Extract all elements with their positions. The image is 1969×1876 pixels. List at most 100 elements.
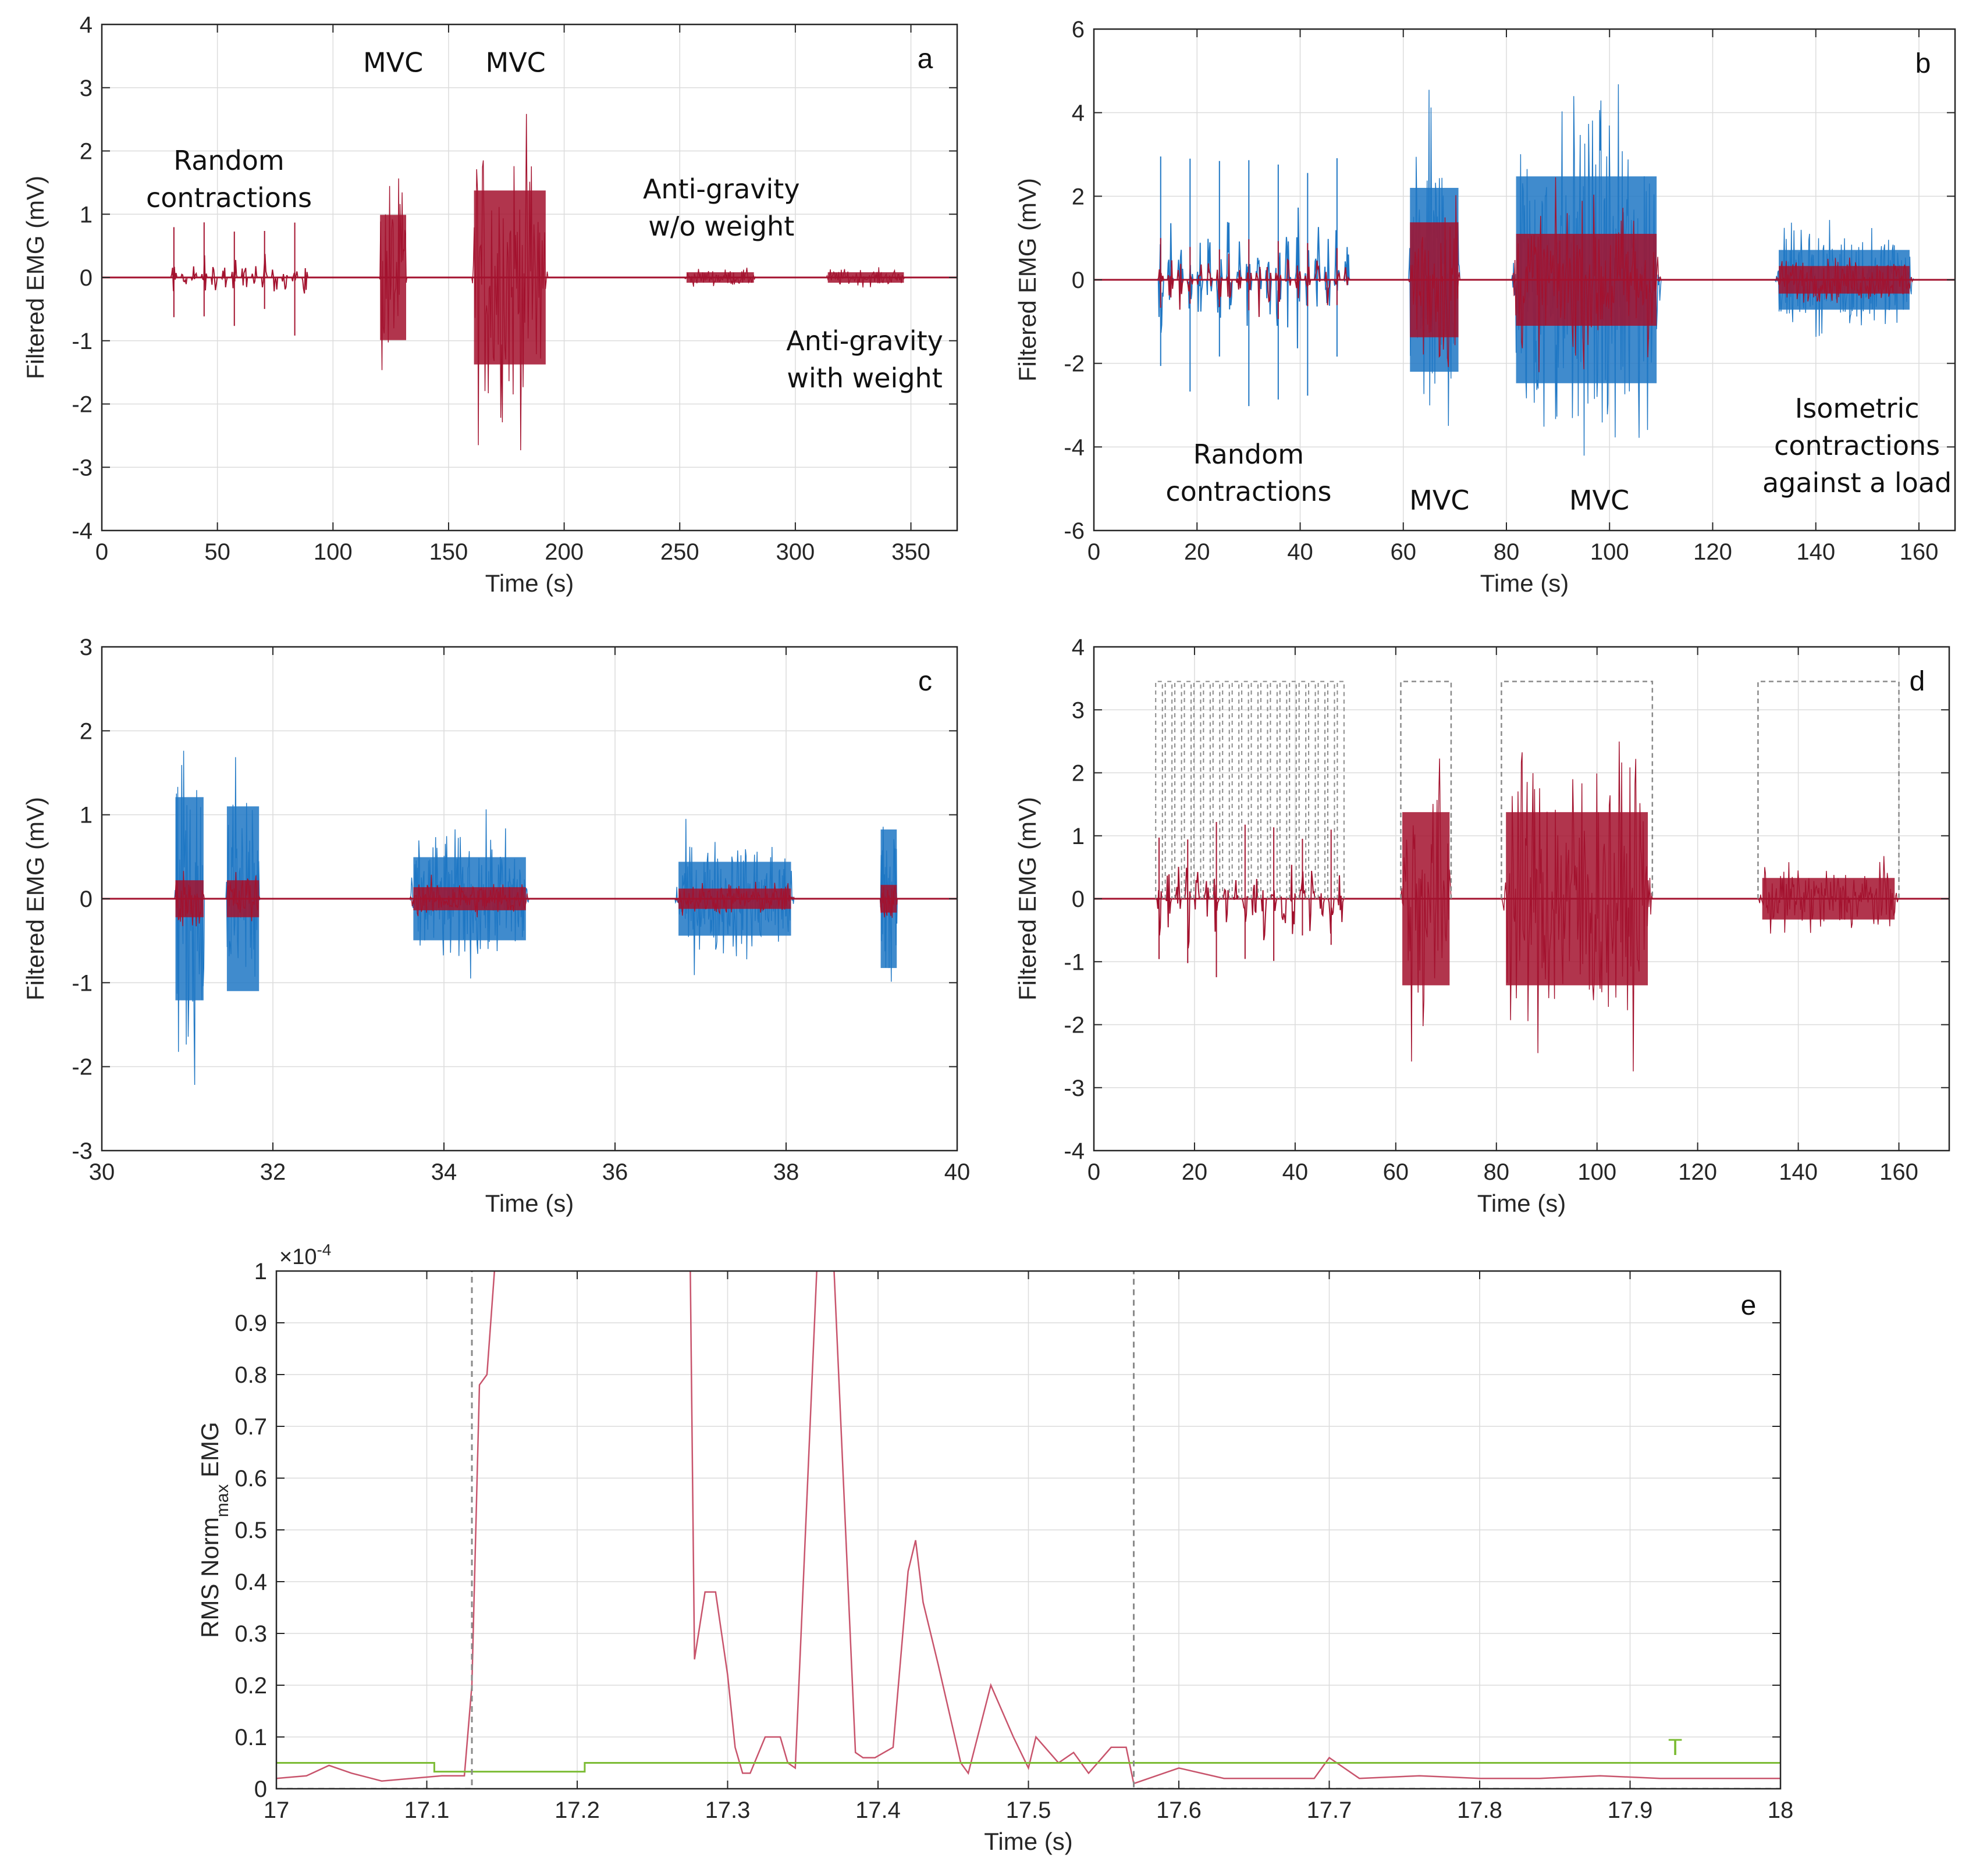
emg-envelope bbox=[686, 272, 754, 283]
x-tick-label: 160 bbox=[1879, 1159, 1918, 1185]
emg-trace bbox=[1343, 267, 1350, 286]
y-tick-label: 0 bbox=[1072, 268, 1085, 293]
annotation-line: w/o weight bbox=[648, 211, 794, 242]
x-tick-label: 60 bbox=[1390, 539, 1416, 565]
x-tick-label: 17.5 bbox=[1006, 1797, 1051, 1823]
annotation-2: MVC bbox=[363, 47, 423, 79]
y-tick-label: 0 bbox=[80, 887, 93, 912]
onset-window bbox=[1222, 681, 1230, 899]
annotation-1: Random contractions bbox=[1165, 439, 1331, 507]
y-tick-label: 0.6 bbox=[234, 1466, 267, 1491]
onset-window bbox=[1317, 681, 1326, 899]
y-tick-label: 1 bbox=[80, 202, 93, 227]
annotation-line: contractions bbox=[1165, 476, 1331, 507]
emg-trace bbox=[1225, 254, 1233, 298]
onset-window bbox=[1337, 681, 1345, 899]
annotation-3: MVC bbox=[486, 47, 546, 79]
x-tick-label: 100 bbox=[1577, 1159, 1616, 1185]
y-tick-label: 2 bbox=[80, 139, 93, 165]
emg-trace bbox=[1264, 261, 1272, 315]
y-tick-label: 3 bbox=[80, 635, 93, 660]
x-tick-label: 60 bbox=[1383, 1159, 1409, 1185]
threshold-label: T bbox=[1668, 1735, 1682, 1760]
x-tick-label: 20 bbox=[1182, 1159, 1208, 1185]
panel-d: 0 20 40 60 80 100 120 140 160 -4 -3 -2 -1 0 1 2 3 4 Time (… bbox=[1014, 635, 1950, 1217]
onset-window bbox=[1270, 681, 1278, 899]
onset-window bbox=[1260, 681, 1268, 899]
emg-trace bbox=[271, 269, 279, 291]
x-tick-label: 50 bbox=[204, 539, 230, 565]
y-tick-label: -1 bbox=[72, 970, 93, 996]
y-tick-label: -4 bbox=[1064, 435, 1085, 460]
x-tick-label: 17.9 bbox=[1608, 1797, 1653, 1823]
emg-envelope bbox=[474, 190, 546, 365]
y-tick-label: 3 bbox=[80, 76, 93, 101]
annotation-line: MVC bbox=[1569, 485, 1629, 516]
emg-trace bbox=[1308, 871, 1316, 931]
panel-label: a bbox=[918, 44, 933, 74]
onset-window bbox=[1203, 681, 1211, 899]
burst-2 bbox=[379, 178, 408, 371]
y-tick-label: 1 bbox=[80, 803, 93, 828]
emg-trace bbox=[1265, 266, 1272, 303]
x-tick-label: 140 bbox=[1779, 1159, 1818, 1185]
y-tick-label: 6 bbox=[1072, 17, 1085, 42]
panel-c: 30 32 34 36 38 40 -3 -2 -1 0 1 2 3 Time (s) Filtered E… bbox=[22, 635, 970, 1217]
emg-trace bbox=[1196, 243, 1204, 312]
onset-window bbox=[1164, 681, 1173, 899]
emg-trace bbox=[1314, 260, 1321, 282]
annotation-line: Isometric bbox=[1795, 393, 1920, 424]
x-tick-label: 80 bbox=[1484, 1159, 1510, 1185]
y-tick-label: 0.8 bbox=[234, 1362, 267, 1388]
x-tick-label: 34 bbox=[431, 1159, 457, 1185]
annotation-line: contractions bbox=[1774, 430, 1940, 461]
onset-window bbox=[1212, 681, 1221, 899]
emg-trace bbox=[1196, 264, 1203, 285]
x-tick-label: 17.1 bbox=[404, 1797, 450, 1823]
annotation-4: Anti-gravity w/o weight bbox=[643, 173, 800, 242]
y-tick-label: 0.2 bbox=[234, 1673, 267, 1699]
x-tick-label: 17.2 bbox=[555, 1797, 600, 1823]
annotation-3: MVC bbox=[1569, 485, 1629, 516]
y-tick-label: -2 bbox=[72, 1055, 93, 1080]
y-tick-label: 0 bbox=[254, 1777, 267, 1802]
onset-window bbox=[1757, 681, 1900, 899]
annotation-4: Isometric contractions against a load bbox=[1762, 393, 1952, 499]
onset-window bbox=[1298, 681, 1307, 899]
x-tick-label: 36 bbox=[602, 1159, 628, 1185]
x-tick-label: 30 bbox=[89, 1159, 115, 1185]
y-tick-label: -2 bbox=[72, 392, 93, 418]
x-tick-label: 120 bbox=[1693, 539, 1732, 565]
burst-1 bbox=[174, 871, 205, 927]
emg-trace bbox=[221, 268, 228, 288]
x-tick-label: 150 bbox=[429, 539, 468, 565]
x-axis-label: Time (s) bbox=[1477, 1190, 1566, 1217]
y-exponent: ×10-4 bbox=[279, 1241, 331, 1270]
x-tick-label: 80 bbox=[1494, 539, 1520, 565]
burst-4 bbox=[1757, 856, 1899, 934]
x-tick-label: 38 bbox=[773, 1159, 799, 1185]
y-tick-label: -2 bbox=[1064, 1013, 1085, 1038]
y-tick-label: -2 bbox=[1064, 351, 1085, 377]
emg-envelope bbox=[413, 887, 526, 910]
onset-window bbox=[1155, 681, 1163, 899]
y-tick-label: 0 bbox=[80, 265, 93, 291]
burst-1 bbox=[1156, 821, 1345, 977]
x-tick-label: 18 bbox=[1768, 1797, 1794, 1823]
x-axis-label: Time (s) bbox=[984, 1828, 1072, 1855]
emg-trace bbox=[1232, 880, 1239, 900]
panel-label: d bbox=[1910, 666, 1925, 697]
y-tick-label: -3 bbox=[1064, 1076, 1085, 1101]
y-tick-label: 2 bbox=[1072, 761, 1085, 786]
y-tick-label: 0.3 bbox=[234, 1621, 267, 1647]
emg-trace bbox=[1206, 263, 1213, 287]
x-tick-label: 17.7 bbox=[1307, 1797, 1352, 1823]
x-tick-label: 200 bbox=[545, 539, 584, 565]
y-tick-label: 0.7 bbox=[234, 1414, 267, 1440]
x-tick-label: 0 bbox=[95, 539, 108, 565]
emg-envelope bbox=[175, 880, 204, 917]
annotation-line: MVC bbox=[1409, 485, 1469, 516]
annotation-5: Anti-gravity with weight bbox=[786, 325, 943, 394]
emg-trace bbox=[1165, 874, 1172, 928]
